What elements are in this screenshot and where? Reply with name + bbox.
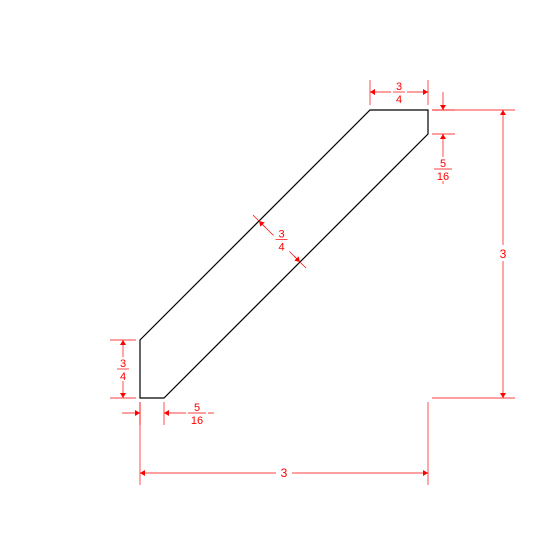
svg-text:3: 3	[396, 81, 402, 93]
svg-text:4: 4	[120, 371, 126, 383]
svg-text:16: 16	[191, 415, 203, 427]
svg-text:5: 5	[440, 158, 446, 170]
dim-left-vert: 34	[110, 340, 136, 398]
svg-text:3: 3	[278, 229, 284, 241]
svg-text:5: 5	[194, 402, 200, 414]
dim-right-small: 516	[432, 92, 455, 184]
dim-thickness: 34	[253, 215, 306, 268]
dim-right-big: 3	[432, 110, 515, 398]
svg-text:4: 4	[278, 242, 284, 254]
dim-bottom-small: 516	[122, 401, 214, 427]
svg-text:3: 3	[120, 358, 126, 370]
svg-text:16: 16	[437, 171, 449, 183]
svg-text:4: 4	[396, 94, 402, 106]
dim-top-horiz: 34	[370, 80, 428, 106]
svg-text:3: 3	[281, 466, 288, 480]
dim-bottom-big: 3	[140, 402, 428, 485]
profile-shape	[140, 110, 428, 398]
svg-text:3: 3	[500, 247, 507, 261]
